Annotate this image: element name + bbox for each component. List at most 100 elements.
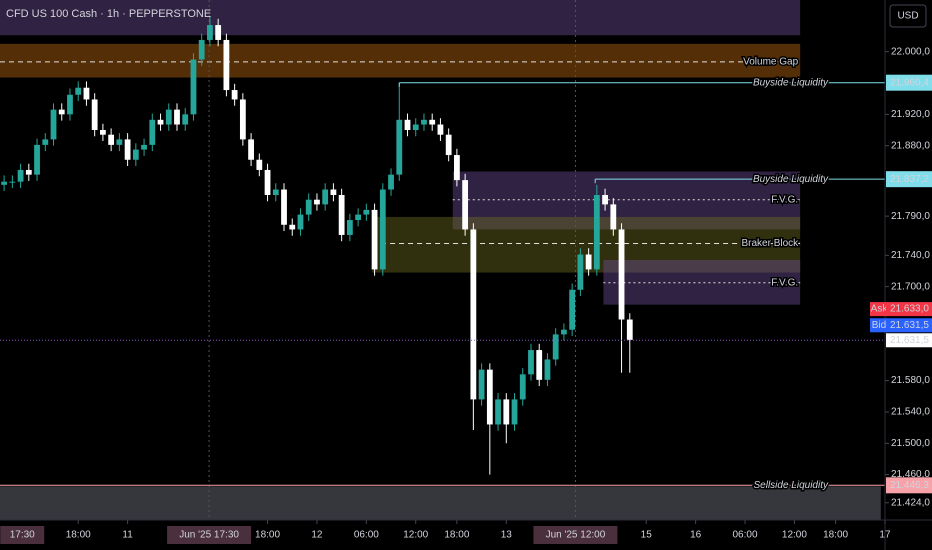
candle-body [132, 149, 139, 160]
zone-label: F.V.G. [771, 194, 798, 205]
x-tick-label: 18:00 [444, 530, 469, 541]
x-tick-label: 06:00 [733, 530, 758, 541]
candle-body [289, 224, 296, 230]
candle-body [330, 189, 337, 195]
candle-body [404, 119, 411, 130]
level-label: Sellside Liquidity [754, 480, 829, 491]
candle-body [544, 359, 551, 380]
time-marker-label: Jun '25 17:30 [179, 530, 239, 541]
candle-body [429, 119, 436, 125]
candle-body [437, 124, 444, 135]
candle-body [610, 204, 617, 230]
candle-body [528, 350, 534, 375]
candle-body [149, 119, 156, 145]
x-tick-label: 06:00 [354, 530, 379, 541]
quote-label: 21.633,0 [890, 304, 929, 315]
candle-body [157, 119, 164, 125]
quote-tag [870, 302, 888, 317]
candle-body [58, 109, 65, 115]
chart-title: CFD US 100 Cash · 1h · PEPPERSTONE [6, 8, 211, 20]
candle-body [100, 130, 106, 135]
candle-body [322, 189, 329, 205]
candle-body [552, 334, 559, 360]
candle-body [297, 214, 304, 230]
currency[interactable]: USD [897, 11, 918, 22]
candle-body [462, 180, 469, 230]
price-box [886, 171, 932, 188]
last-label: 21.631,5 [890, 335, 929, 346]
zone-label: Volume Gap [743, 57, 798, 68]
candle-body [536, 350, 543, 380]
currency-button[interactable] [889, 4, 927, 28]
price-box-label: 21.837,2 [890, 174, 929, 185]
quote-name: Ask [871, 304, 889, 315]
zone [0, 43, 801, 78]
time-marker-label: Jun '25 12:00 [546, 530, 606, 541]
candle-body [495, 399, 501, 425]
candle-body [207, 25, 213, 40]
candle-body [215, 25, 222, 40]
zone [0, 486, 881, 520]
candle-body [174, 109, 180, 125]
x-tick-label: 13 [501, 530, 513, 541]
candle-body [223, 39, 230, 91]
candle-body [346, 220, 353, 235]
price-box-label: 21.446,3 [890, 480, 929, 491]
time-marker-box [0, 526, 45, 544]
candle-body [626, 319, 633, 340]
candle-body [248, 139, 254, 160]
level-label: Buyside Liquidity [753, 174, 829, 185]
candle-body [165, 109, 172, 125]
zone-label: Braker Block [741, 238, 799, 249]
quote-box [886, 318, 932, 333]
time-marker-box [533, 526, 618, 544]
y-tick-label: 21.790,0 [891, 211, 930, 222]
candle-body [116, 139, 123, 145]
y-tick-label: 21.880,0 [891, 140, 930, 151]
candle-body [42, 139, 49, 145]
x-tick-label: 16 [690, 530, 702, 541]
candle-body [182, 114, 189, 125]
x-tick-label: 15 [641, 530, 653, 541]
candle-body [379, 189, 386, 270]
candle-body [355, 214, 362, 221]
candle-body [388, 174, 394, 190]
quote-box [886, 302, 932, 317]
candle-body [272, 189, 279, 195]
price-box [886, 74, 932, 91]
candle-body [593, 195, 600, 270]
candle-body [363, 209, 370, 215]
x-tick-label: 12 [311, 530, 323, 541]
candle-body [371, 209, 378, 270]
candle-body [198, 39, 205, 60]
candle-body [67, 94, 73, 115]
candle-body [618, 229, 625, 320]
x-tick-label: 11 [122, 530, 133, 541]
candle-body [231, 90, 238, 100]
x-tick-label: 12:00 [782, 530, 807, 541]
price-box-label: 21.960,4 [890, 77, 929, 88]
candle-body [412, 124, 419, 130]
candle-body [141, 144, 147, 150]
candle-body [445, 134, 452, 156]
candle-body [256, 159, 263, 170]
candle-body [91, 99, 98, 130]
candle-body [478, 369, 485, 400]
candle-body [1, 181, 8, 185]
y-tick-label: 21.740,0 [891, 250, 930, 261]
candle-body [314, 199, 320, 205]
candle-body [281, 189, 287, 225]
quote-tag [870, 318, 888, 333]
candle-body [124, 139, 131, 160]
candle-body [338, 195, 345, 235]
candle-body [25, 169, 32, 175]
candle-body [503, 399, 510, 425]
candle-body [75, 87, 82, 95]
y-tick-label: 21.460,0 [891, 469, 930, 480]
zone [603, 260, 801, 305]
candle-body [602, 195, 608, 205]
quote-name: Bid [872, 320, 886, 331]
candle-body [569, 289, 576, 330]
